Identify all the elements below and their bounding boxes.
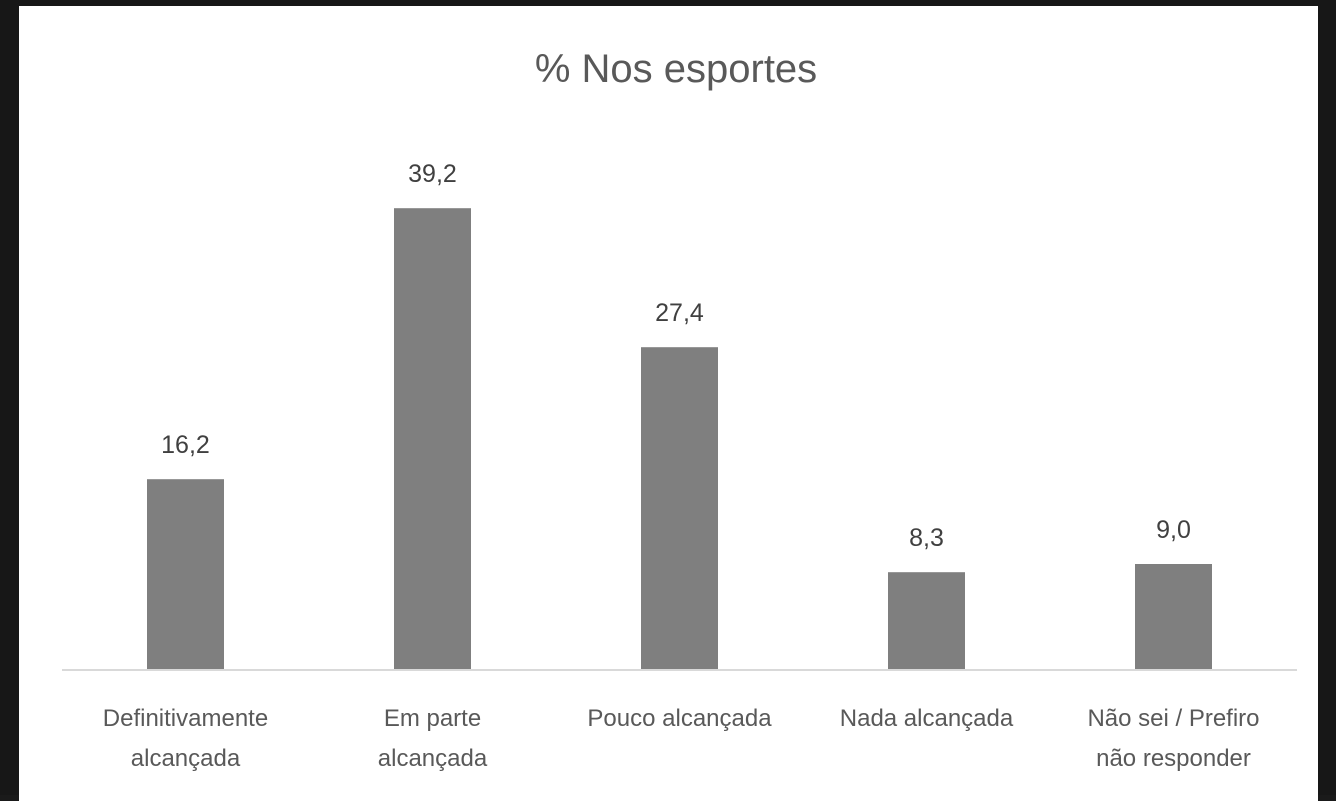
value-label-4: 8,3 — [909, 524, 944, 552]
chart-title: % Nos esportes — [535, 47, 817, 91]
bar-5 — [1135, 564, 1212, 670]
category-label-1-line-2: alcançada — [131, 745, 241, 772]
category-label-2-line-2: alcançada — [378, 745, 488, 772]
value-label-2: 39,2 — [408, 160, 457, 188]
bar-chart: % Nos esportes 16,2 39,2 27,4 8,3 9,0 Defini… — [62, 47, 1297, 772]
category-label-2-line-1: Em parte — [384, 705, 481, 732]
value-label-5: 9,0 — [1156, 516, 1191, 544]
bar-1 — [147, 479, 224, 670]
value-label-3: 27,4 — [655, 299, 704, 327]
category-label-5-line-2: não responder — [1096, 745, 1251, 772]
bar-4 — [888, 572, 965, 670]
category-label-3-line-1: Pouco alcançada — [587, 705, 772, 732]
bar-2 — [394, 208, 471, 670]
value-label-1: 16,2 — [161, 431, 210, 459]
bar-3 — [641, 347, 718, 670]
chart-panel: % Nos esportes 16,2 39,2 27,4 8,3 9,0 Defini… — [19, 6, 1318, 801]
bars-group — [147, 208, 1212, 670]
category-label-4-line-1: Nada alcançada — [840, 705, 1014, 732]
category-label-5-line-1: Não sei / Prefiro — [1087, 705, 1259, 732]
value-labels-group: 16,2 39,2 27,4 8,3 9,0 — [161, 160, 1191, 552]
category-labels-group: Definitivamente alcançada Em parte alcançad… — [103, 705, 1260, 772]
category-label-1-line-1: Definitivamente — [103, 705, 268, 732]
